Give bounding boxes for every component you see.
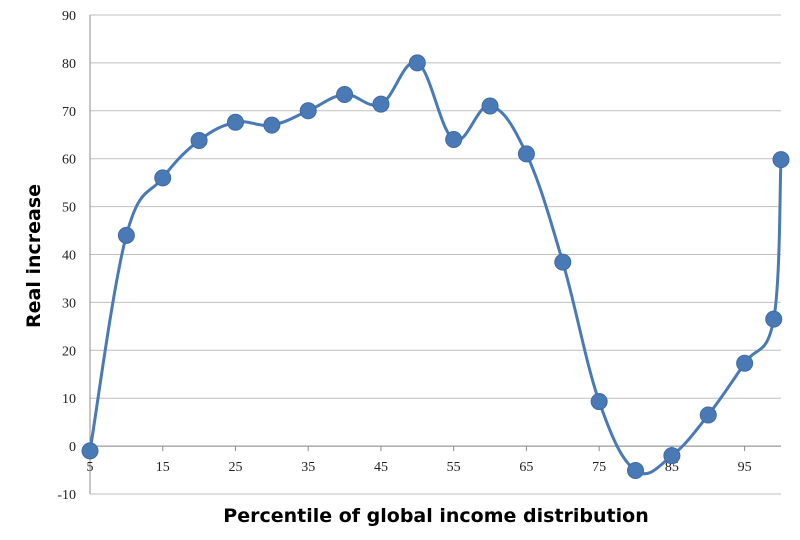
- data-points: [81, 54, 790, 480]
- data-point: [154, 169, 172, 187]
- data-point: [772, 151, 790, 169]
- x-tick-label: 45: [374, 460, 388, 475]
- data-point: [663, 447, 681, 465]
- x-tick-label: 5: [87, 460, 94, 475]
- data-point: [627, 462, 645, 480]
- x-tick-label: 35: [301, 460, 315, 475]
- data-point: [590, 393, 608, 411]
- y-tick-label: 0: [69, 440, 76, 455]
- series-line: [88, 60, 783, 476]
- data-point: [226, 113, 244, 131]
- x-tick-label: 85: [665, 460, 679, 475]
- y-tick-label: 70: [62, 105, 76, 120]
- y-axis-title: Real increase: [23, 184, 45, 328]
- data-point: [336, 86, 354, 104]
- y-tick-label: 40: [62, 249, 76, 264]
- x-tick-label: 25: [228, 460, 242, 475]
- y-tick-label: 50: [62, 201, 76, 216]
- data-point: [81, 442, 99, 460]
- data-point: [263, 116, 281, 134]
- y-tick-label: 20: [62, 344, 76, 359]
- data-point: [445, 131, 463, 149]
- x-axis-title: Percentile of global income distribution: [223, 505, 648, 527]
- y-tick-label: 30: [62, 296, 76, 311]
- data-point: [372, 95, 390, 113]
- x-tick-label: 95: [738, 460, 752, 475]
- data-point: [117, 226, 135, 244]
- data-point: [299, 102, 317, 120]
- data-point: [736, 354, 754, 372]
- data-point: [190, 131, 208, 149]
- data-point: [517, 145, 535, 163]
- x-tick-label: 55: [447, 460, 461, 475]
- data-point: [554, 253, 572, 271]
- gridlines: [90, 14, 781, 495]
- x-tick-label: 65: [519, 460, 533, 475]
- y-tick-label: -10: [57, 488, 76, 503]
- data-point: [765, 310, 783, 328]
- y-tick-labels: -10 0 10 20 30 40 50 60 70 80 90: [57, 9, 76, 503]
- x-tick-labels: 5 15 25 35 45 55 65 75 85 95: [87, 460, 752, 475]
- data-point: [481, 97, 499, 115]
- y-tick-label: 60: [62, 153, 76, 168]
- data-point: [699, 406, 717, 424]
- y-tick-label: 90: [62, 9, 76, 24]
- data-point: [408, 54, 426, 72]
- x-tick-label: 75: [592, 460, 606, 475]
- y-tick-label: 80: [62, 57, 76, 72]
- y-tick-label: 10: [62, 392, 76, 407]
- x-tick-label: 15: [156, 460, 170, 475]
